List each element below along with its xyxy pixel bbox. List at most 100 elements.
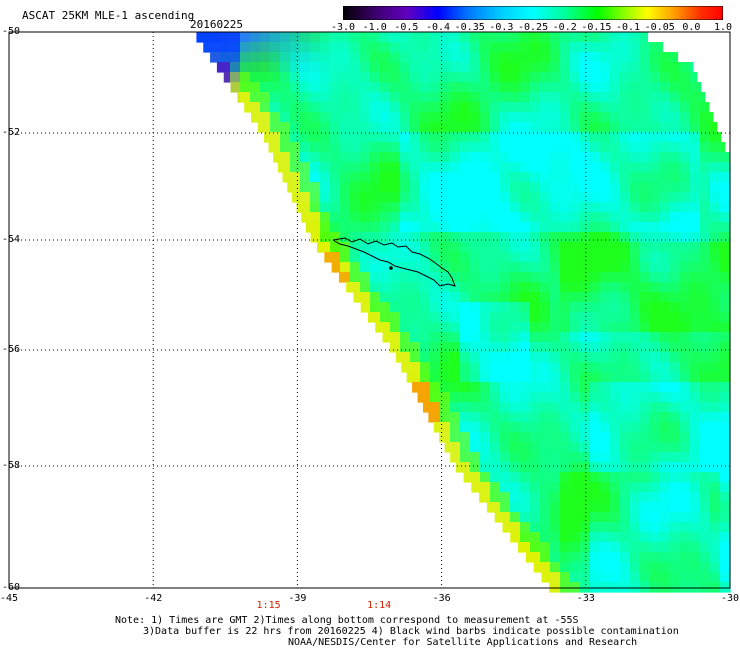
swath-cell	[710, 512, 721, 523]
swath-cell	[690, 482, 701, 493]
swath-cell	[300, 132, 311, 143]
swath-cell	[610, 52, 621, 63]
swath-cell	[350, 192, 361, 203]
swath-cell	[660, 332, 671, 343]
swath-cell	[460, 82, 471, 93]
swath-cell	[580, 232, 591, 243]
swath-cell	[630, 582, 641, 593]
swath-cell	[680, 492, 691, 503]
swath-cell	[470, 362, 481, 373]
swath-cell	[560, 542, 571, 553]
swath-cell	[620, 362, 631, 373]
swath-cell	[600, 122, 611, 133]
swath-cell	[590, 112, 601, 123]
swath-cell	[560, 522, 571, 533]
swath-cell	[640, 32, 649, 43]
swath-cell	[530, 152, 541, 163]
swath-cell	[660, 562, 671, 573]
swath-cell	[650, 102, 661, 113]
swath-cell	[580, 502, 591, 513]
swath-cell	[500, 502, 511, 513]
swath-cell	[460, 162, 471, 173]
swath-cell	[530, 262, 541, 273]
swath-cell	[470, 82, 481, 93]
swath-cell	[410, 112, 421, 123]
swath-cell	[490, 312, 501, 323]
swath-cell	[600, 532, 611, 543]
swath-cell	[430, 392, 441, 403]
swath-cell	[650, 72, 661, 83]
swath-cell	[660, 42, 664, 53]
swath-cell	[401, 362, 411, 373]
swath-cell	[490, 252, 501, 263]
swath-cell	[530, 402, 541, 413]
swath-cell	[650, 212, 661, 223]
swath-cell	[710, 472, 721, 483]
swath-cell	[620, 272, 631, 283]
swath-cell	[690, 392, 701, 403]
swath-cell	[500, 152, 511, 163]
swath-cell	[610, 232, 621, 243]
swath-cell	[460, 282, 471, 293]
swath-cell	[650, 482, 661, 493]
swath-cell	[270, 52, 281, 63]
swath-cell	[540, 192, 551, 203]
swath-cell	[360, 132, 371, 143]
swath-cell	[440, 282, 451, 293]
swath-cell	[620, 202, 631, 213]
swath-cell	[620, 522, 631, 533]
swath-cell	[700, 142, 711, 153]
swath-cell	[320, 242, 331, 253]
swath-cell	[570, 322, 581, 333]
swath-cell	[650, 362, 661, 373]
swath-cell	[350, 152, 361, 163]
swath-cell	[530, 242, 541, 253]
swath-cell	[690, 102, 701, 113]
swath-cell	[600, 362, 611, 373]
swath-cell	[660, 322, 671, 333]
swath-cell	[390, 82, 401, 93]
swath-cell	[450, 282, 461, 293]
swath-cell	[520, 432, 531, 443]
swath-cell	[570, 222, 581, 233]
swath-cell	[580, 142, 591, 153]
swath-cell	[440, 122, 451, 133]
swath-cell	[440, 52, 451, 63]
swath-cell	[390, 202, 401, 213]
swath-cell	[250, 32, 261, 43]
swath-cell	[510, 332, 521, 343]
swath-cell	[610, 532, 621, 543]
swath-cell	[560, 302, 571, 313]
swath-cell	[640, 482, 651, 493]
swath-cell	[370, 92, 381, 103]
swath-cell	[410, 142, 421, 153]
swath-cell	[520, 102, 531, 113]
swath-cell	[440, 322, 451, 333]
swath-cell	[570, 132, 581, 143]
swath-cell	[450, 262, 461, 273]
swath-cell	[600, 462, 611, 473]
swath-cell	[570, 522, 581, 533]
swath-cell	[640, 112, 651, 123]
swath-cell	[640, 522, 651, 533]
swath-cell	[520, 412, 531, 423]
swath-cell	[480, 152, 491, 163]
swath-cell	[540, 402, 551, 413]
swath-cell	[203, 42, 211, 53]
swath-cell	[650, 62, 661, 73]
swath-cell	[680, 512, 691, 523]
swath-cell	[600, 42, 611, 53]
swath-cell	[600, 382, 611, 393]
swath-cell	[510, 122, 521, 133]
swath-cell	[540, 212, 551, 223]
swath-cell	[510, 182, 521, 193]
swath-cell	[380, 112, 391, 123]
swath-cell	[486, 502, 491, 513]
swath-cell	[680, 392, 691, 403]
swath-cell	[290, 102, 301, 113]
swath-cell	[610, 242, 621, 253]
swath-cell	[550, 372, 561, 383]
swath-cell	[650, 152, 661, 163]
swath-cell	[390, 122, 401, 133]
swath-cell	[690, 322, 701, 333]
